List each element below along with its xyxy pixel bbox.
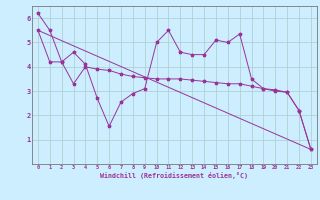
X-axis label: Windchill (Refroidissement éolien,°C): Windchill (Refroidissement éolien,°C) <box>100 172 248 179</box>
